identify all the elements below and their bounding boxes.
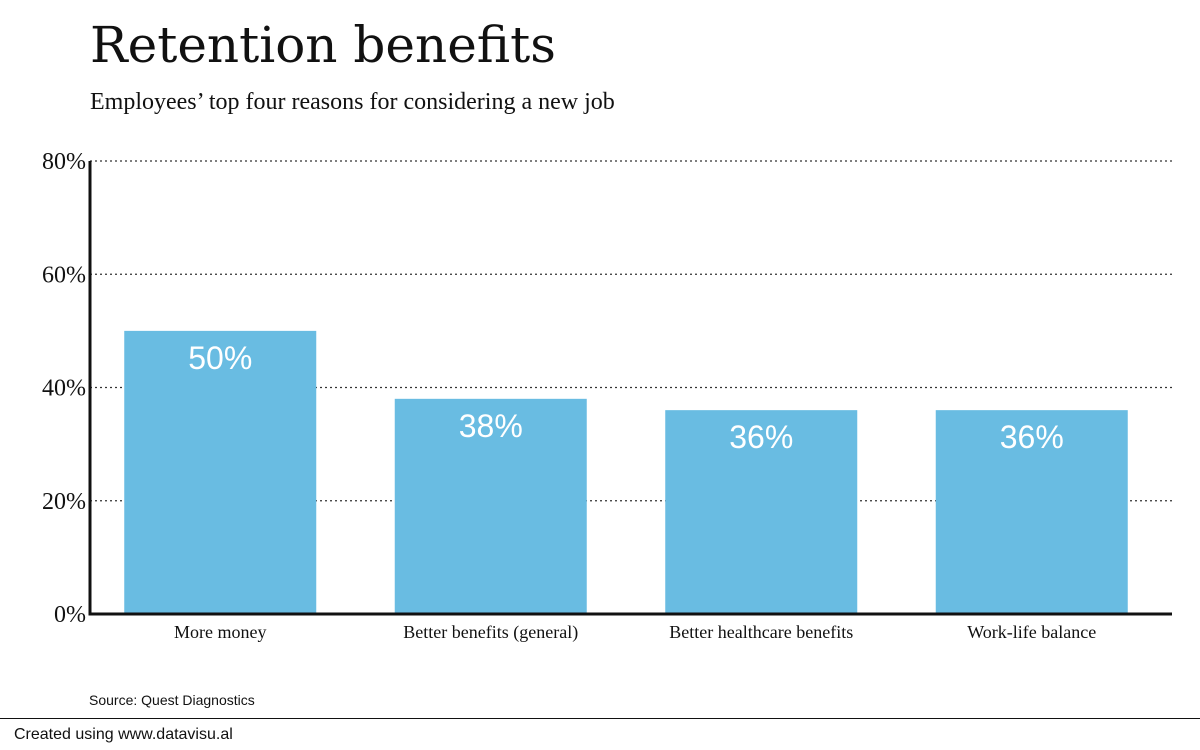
bar bbox=[124, 330, 317, 614]
axes: 0% 20% 40% 60% 80% bbox=[42, 149, 1172, 628]
chart-subtitle: Employees’ top four reasons for consider… bbox=[90, 89, 615, 115]
bar-value-label: 36% bbox=[729, 419, 793, 455]
y-tick-label: 40% bbox=[42, 376, 86, 402]
x-category-label: Work-life balance bbox=[967, 622, 1096, 642]
x-category-label: More money bbox=[174, 622, 266, 642]
source-note: Source: Quest Diagnostics bbox=[89, 692, 255, 708]
x-category-label: Better healthcare benefits bbox=[669, 622, 853, 642]
bar-chart: 0% 20% 40% 60% 80% 50% More money 38% Better be… bbox=[42, 149, 1172, 643]
bar bbox=[665, 410, 858, 614]
x-category-label: Better benefits (general) bbox=[403, 622, 578, 643]
y-tick-label: 0% bbox=[54, 602, 86, 628]
credit-link[interactable]: Created using www.datavisu.al bbox=[14, 726, 233, 743]
bar bbox=[935, 410, 1128, 614]
y-tick-label: 60% bbox=[42, 262, 86, 288]
bar bbox=[394, 398, 587, 614]
bar-value-label: 36% bbox=[1000, 419, 1064, 455]
labels: 50% More money 38% Better benefits (general… bbox=[174, 340, 1096, 643]
bar-value-label: 50% bbox=[188, 340, 252, 376]
y-tick-label: 20% bbox=[42, 489, 86, 515]
bars bbox=[124, 330, 1128, 614]
footer-divider bbox=[0, 718, 1200, 719]
bar-value-label: 38% bbox=[459, 408, 523, 444]
y-tick-label: 80% bbox=[42, 149, 86, 175]
chart-title: Retention benefits bbox=[90, 16, 556, 74]
